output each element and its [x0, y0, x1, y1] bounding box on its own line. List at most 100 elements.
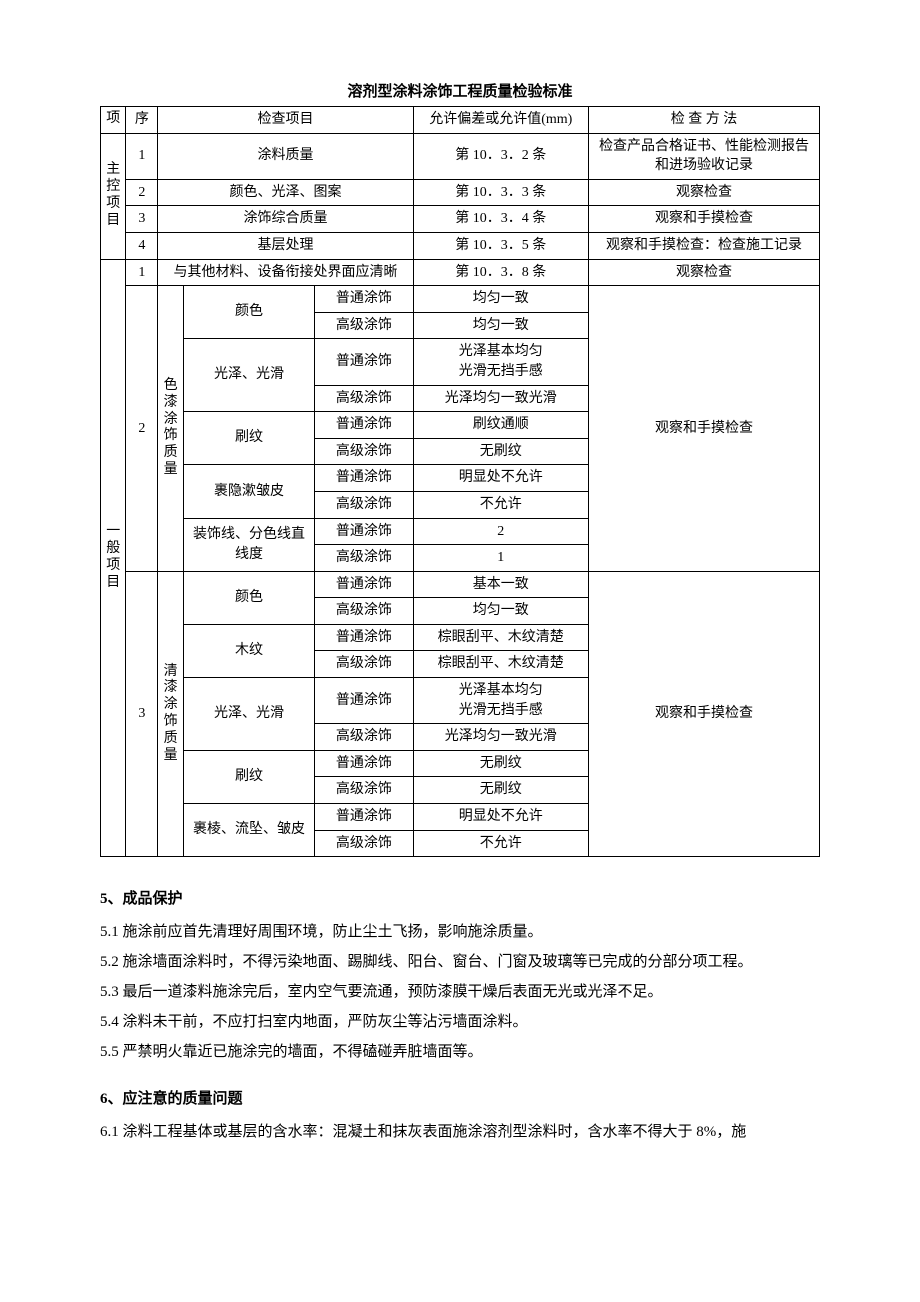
grade: 普通涂饰: [315, 412, 413, 439]
grade: 普通涂饰: [315, 804, 413, 831]
section-5-title: 5、成品保护: [100, 887, 820, 911]
value: 棕眼刮平、木纹清楚: [413, 651, 589, 678]
seq: 2: [126, 179, 158, 206]
value: 不允许: [413, 491, 589, 518]
seq: 3: [126, 206, 158, 233]
method: 观察检查: [589, 259, 820, 286]
grade: 高级涂饰: [315, 777, 413, 804]
table-row: 3涂饰综合质量第 10．3．4 条观察和手摸检查: [101, 206, 820, 233]
value: 明显处不允许: [413, 465, 589, 492]
sub-item: 刷纹: [183, 750, 314, 803]
grade: 高级涂饰: [315, 438, 413, 465]
grade: 高级涂饰: [315, 545, 413, 572]
method: 观察和手摸检查: [589, 286, 820, 572]
header-proj: 项: [101, 107, 126, 134]
value: 1: [413, 545, 589, 572]
table-row: 主控项目1涂料质量第 10．3．2 条检查产品合格证书、性能检测报告和进场验收记…: [101, 133, 820, 179]
tolerance: 第 10．3．2 条: [413, 133, 589, 179]
value: 均匀一致: [413, 598, 589, 625]
paragraph: 5.4 涂料未干前，不应打扫室内地面，严防灰尘等沾污墙面涂料。: [100, 1007, 820, 1037]
grade: 普通涂饰: [315, 624, 413, 651]
value: 均匀一致: [413, 286, 589, 313]
value: 无刷纹: [413, 777, 589, 804]
grade: 高级涂饰: [315, 724, 413, 751]
main-label: 主控项目: [101, 133, 126, 259]
seq: 1: [126, 259, 158, 286]
sub-item: 光泽、光滑: [183, 678, 314, 751]
method: 观察和手摸检查: [589, 571, 820, 857]
tolerance: 第 10．3．3 条: [413, 179, 589, 206]
tolerance: 第 10．3．5 条: [413, 232, 589, 259]
sub-item: 光泽、光滑: [183, 339, 314, 412]
table-title: 溶剂型涂料涂饰工程质量检验标准: [100, 80, 820, 104]
sub-item: 颜色: [183, 571, 314, 624]
sub-item: 裹棱、流坠、皱皮: [183, 804, 314, 857]
value: 光泽基本均匀光滑无挡手感: [413, 339, 589, 385]
value: 不允许: [413, 830, 589, 857]
value: 无刷纹: [413, 750, 589, 777]
value: 2: [413, 518, 589, 545]
table-row: 一般项目1与其他材料、设备衔接处界面应清晰第 10．3．8 条观察检查: [101, 259, 820, 286]
grade: 高级涂饰: [315, 312, 413, 339]
header-item: 检查项目: [158, 107, 413, 134]
group-name: 清漆涂饰质量: [158, 571, 183, 857]
value: 均匀一致: [413, 312, 589, 339]
grade: 普通涂饰: [315, 286, 413, 313]
value: 光泽基本均匀光滑无挡手感: [413, 678, 589, 724]
method: 观察和手摸检查：检查施工记录: [589, 232, 820, 259]
seq: 1: [126, 133, 158, 179]
header-tol: 允许偏差或允许值(mm): [413, 107, 589, 134]
table-row: 2色漆涂饰质量颜色普通涂饰均匀一致观察和手摸检查: [101, 286, 820, 313]
table-row: 4基层处理第 10．3．5 条观察和手摸检查：检查施工记录: [101, 232, 820, 259]
general-label: 一般项目: [101, 259, 126, 857]
grade: 普通涂饰: [315, 750, 413, 777]
paragraph: 6.1 涂料工程基体或基层的含水率：混凝土和抹灰表面施涂溶剂型涂料时，含水率不得…: [100, 1117, 820, 1147]
grade: 普通涂饰: [315, 571, 413, 598]
seq: 2: [126, 286, 158, 572]
value: 刷纹通顺: [413, 412, 589, 439]
sub-item: 刷纹: [183, 412, 314, 465]
table-row: 2颜色、光泽、图案第 10．3．3 条观察检查: [101, 179, 820, 206]
section-6-title: 6、应注意的质量问题: [100, 1087, 820, 1111]
value: 无刷纹: [413, 438, 589, 465]
grade: 高级涂饰: [315, 651, 413, 678]
value: 基本一致: [413, 571, 589, 598]
item: 涂饰综合质量: [158, 206, 413, 233]
grade: 普通涂饰: [315, 339, 413, 385]
paragraph: 5.3 最后一道漆料施涂完后，室内空气要流通，预防漆膜干燥后表面无光或光泽不足。: [100, 977, 820, 1007]
sub-item: 裹隐漱皱皮: [183, 465, 314, 518]
grade: 普通涂饰: [315, 465, 413, 492]
item: 与其他材料、设备衔接处界面应清晰: [158, 259, 413, 286]
table-row: 3清漆涂饰质量颜色普通涂饰基本一致观察和手摸检查: [101, 571, 820, 598]
sub-item: 颜色: [183, 286, 314, 339]
grade: 高级涂饰: [315, 830, 413, 857]
method: 观察和手摸检查: [589, 206, 820, 233]
standards-table: 项序检查项目允许偏差或允许值(mm)检 查 方 法主控项目1涂料质量第 10．3…: [100, 106, 820, 857]
tolerance: 第 10．3．4 条: [413, 206, 589, 233]
group-name: 色漆涂饰质量: [158, 286, 183, 572]
header-method: 检 查 方 法: [589, 107, 820, 134]
item: 颜色、光泽、图案: [158, 179, 413, 206]
grade: 普通涂饰: [315, 678, 413, 724]
value: 明显处不允许: [413, 804, 589, 831]
item: 基层处理: [158, 232, 413, 259]
grade: 普通涂饰: [315, 518, 413, 545]
seq: 3: [126, 571, 158, 857]
item: 涂料质量: [158, 133, 413, 179]
grade: 高级涂饰: [315, 385, 413, 412]
sub-item: 木纹: [183, 624, 314, 677]
value: 光泽均匀一致光滑: [413, 385, 589, 412]
method: 检查产品合格证书、性能检测报告和进场验收记录: [589, 133, 820, 179]
grade: 高级涂饰: [315, 491, 413, 518]
table-row: 项序检查项目允许偏差或允许值(mm)检 查 方 法: [101, 107, 820, 134]
tolerance: 第 10．3．8 条: [413, 259, 589, 286]
header-seq: 序: [126, 107, 158, 134]
sub-item: 装饰线、分色线直线度: [183, 518, 314, 571]
paragraph: 5.2 施涂墙面涂料时，不得污染地面、踢脚线、阳台、窗台、门窗及玻璃等已完成的分…: [100, 947, 820, 977]
value: 光泽均匀一致光滑: [413, 724, 589, 751]
method: 观察检查: [589, 179, 820, 206]
paragraph: 5.1 施涂前应首先清理好周围环境，防止尘土飞扬，影响施涂质量。: [100, 917, 820, 947]
paragraph: 5.5 严禁明火靠近已施涂完的墙面，不得磕碰弄脏墙面等。: [100, 1037, 820, 1067]
grade: 高级涂饰: [315, 598, 413, 625]
seq: 4: [126, 232, 158, 259]
